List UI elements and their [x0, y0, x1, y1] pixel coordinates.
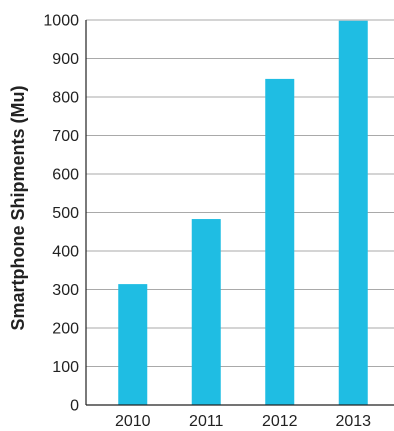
bar-2010: [118, 284, 148, 405]
x-tick-labels: 2010 2011 2012 2013: [115, 413, 371, 430]
y-tick-label: 100: [52, 359, 79, 376]
x-tick-label: 2012: [262, 413, 298, 430]
bar-2011: [191, 219, 221, 405]
y-tick-label: 500: [52, 205, 79, 222]
x-tick-label: 2013: [335, 413, 371, 430]
y-tick-label: 400: [52, 244, 79, 261]
x-tick-label: 2010: [115, 413, 151, 430]
y-tick-label: 1000: [43, 13, 79, 30]
y-tick-label: 200: [52, 321, 79, 338]
axes: [85, 20, 394, 406]
y-axis-label: Smartphone Shipments (Mu): [8, 85, 28, 330]
y-tick-label: 900: [52, 51, 79, 68]
y-tick-label: 700: [52, 128, 79, 145]
x-tick-label: 2011: [189, 413, 224, 430]
y-tick-label: 300: [52, 282, 79, 299]
bar-2013: [338, 20, 368, 406]
y-tick-label: 600: [52, 167, 79, 184]
y-tick-label: 0: [70, 398, 79, 415]
bars: [118, 20, 368, 406]
y-tick-label: 800: [52, 90, 79, 107]
y-tick-labels: 0 100 200 300 400 500 600 700 800 900 1000: [43, 13, 79, 415]
bar-2012: [265, 78, 295, 405]
